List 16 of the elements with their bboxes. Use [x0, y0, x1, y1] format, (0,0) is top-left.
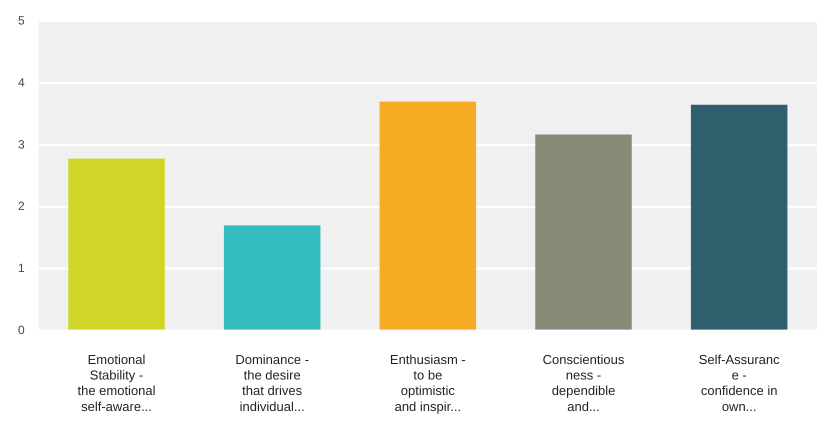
bar: [68, 158, 165, 330]
x-tick-label: Enthusiasm - to be optimistic and inspir...: [390, 352, 466, 414]
y-tick-label: 5: [18, 14, 25, 28]
bar: [690, 104, 788, 330]
x-tick-label: Dominance - the desire that drives individual...: [235, 352, 310, 414]
bar: [535, 134, 632, 330]
x-tick-label: Self-Assuranc e - confidence in own...: [698, 352, 780, 414]
y-tick-label: 4: [18, 75, 25, 90]
y-tick-label: 1: [18, 261, 25, 276]
bar: [380, 102, 476, 330]
bar: [224, 225, 320, 330]
y-tick-label: 2: [18, 199, 25, 214]
x-tick-label: Emotional Stability - the emotional self-aware...: [77, 352, 156, 414]
x-tick-label: Conscientious ness - dependible and...: [542, 352, 625, 414]
y-tick-label: 0: [18, 322, 25, 337]
y-tick-label: 3: [18, 137, 25, 152]
